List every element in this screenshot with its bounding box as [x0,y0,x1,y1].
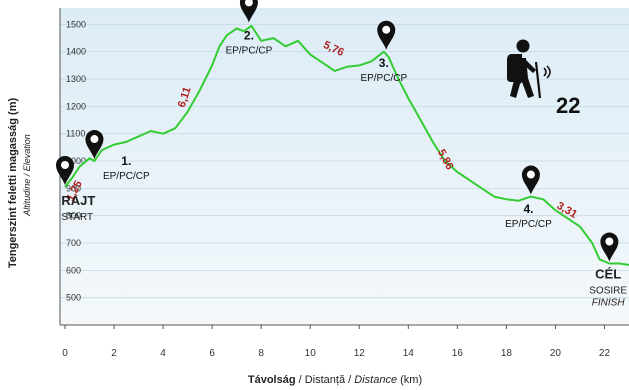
y-tick-label: 1100 [66,129,85,139]
x-tick-label: 10 [305,348,317,359]
x-tick-label: 6 [209,348,215,359]
checkpoint-labels: RAJT START 1. EP/PC/CP 2. EP/PC/CP 3. EP/PC/CP 4… [61,28,627,308]
y-tick-label: 600 [66,265,81,275]
x-axis-title-part: / Distanță / [296,374,355,386]
location-pin-icon [377,20,396,50]
x-tick-label: 4 [160,348,166,359]
y-tick-label: 1400 [66,47,86,57]
y-tick-label: 1500 [66,19,86,29]
location-pin-icon [56,155,74,185]
checkpoint-pins [56,0,619,262]
x-axis-title-part: Distance [354,374,397,386]
x-tick-label: 0 [62,348,68,359]
location-pin-icon [600,232,619,262]
y-tick-label: 800 [66,211,81,221]
checkpoint-label: SOSIRE [589,286,627,297]
x-tick-label: 16 [452,348,464,359]
x-tick-label: 20 [550,348,562,359]
y-tick-label: 900 [66,183,81,193]
x-axis-title-part: (km) [397,374,422,386]
y-tick-label: 700 [66,238,81,248]
checkpoint-label: EP/PC/CP [360,73,407,84]
x-tick-label: 2 [111,348,117,359]
x-tick-label: 22 [599,348,611,359]
checkpoint-label: 2. [244,28,254,42]
location-pin-icon [521,165,540,195]
x-axis-title-part: Távolság [248,374,296,386]
y-tick-label: 500 [66,293,81,303]
checkpoint-label: 1. [121,154,131,168]
y-tick-labels: 500 600 700 800 900 1000 1100 1200 1300 1400 1500 [66,19,86,302]
x-tick-label: 14 [403,348,415,359]
checkpoint-label: FINISH [592,298,626,309]
x-tick-label: 18 [501,348,513,359]
checkpoint-label: CÉL [595,267,621,282]
checkpoint-label: EP/PC/CP [103,171,150,182]
y-axis-title: Tengerszint feletti magasság (m) [7,98,19,269]
x-tick-label: 8 [258,348,264,359]
y-tick-label: 1200 [66,101,86,111]
y-axis-subtitle: Altitudine / Elevation [22,134,32,217]
hiker-number: 22 [556,93,580,118]
x-tick-label: 12 [354,348,366,359]
checkpoint-label: 3. [379,56,389,70]
location-pin-icon [85,130,104,160]
location-pin-icon [239,0,258,23]
elevation-line [64,24,629,266]
checkpoint-label: EP/PC/CP [505,219,552,230]
x-tick-labels: 0 2 4 6 8 10 12 14 16 18 20 22 [62,325,610,359]
checkpoint-label: RAJT [61,193,95,208]
y-tick-label: 1300 [66,74,86,84]
hiker-icon [507,39,551,99]
checkpoint-label: 4. [523,202,533,216]
checkpoint-label: EP/PC/CP [226,45,273,56]
plot-background [60,8,629,325]
checkpoint-label: START [61,212,93,223]
grid [60,23,629,299]
y-tick-label: 1000 [66,156,86,166]
x-axis-title: Távolság / Distanță / Distance (km) [248,374,422,386]
